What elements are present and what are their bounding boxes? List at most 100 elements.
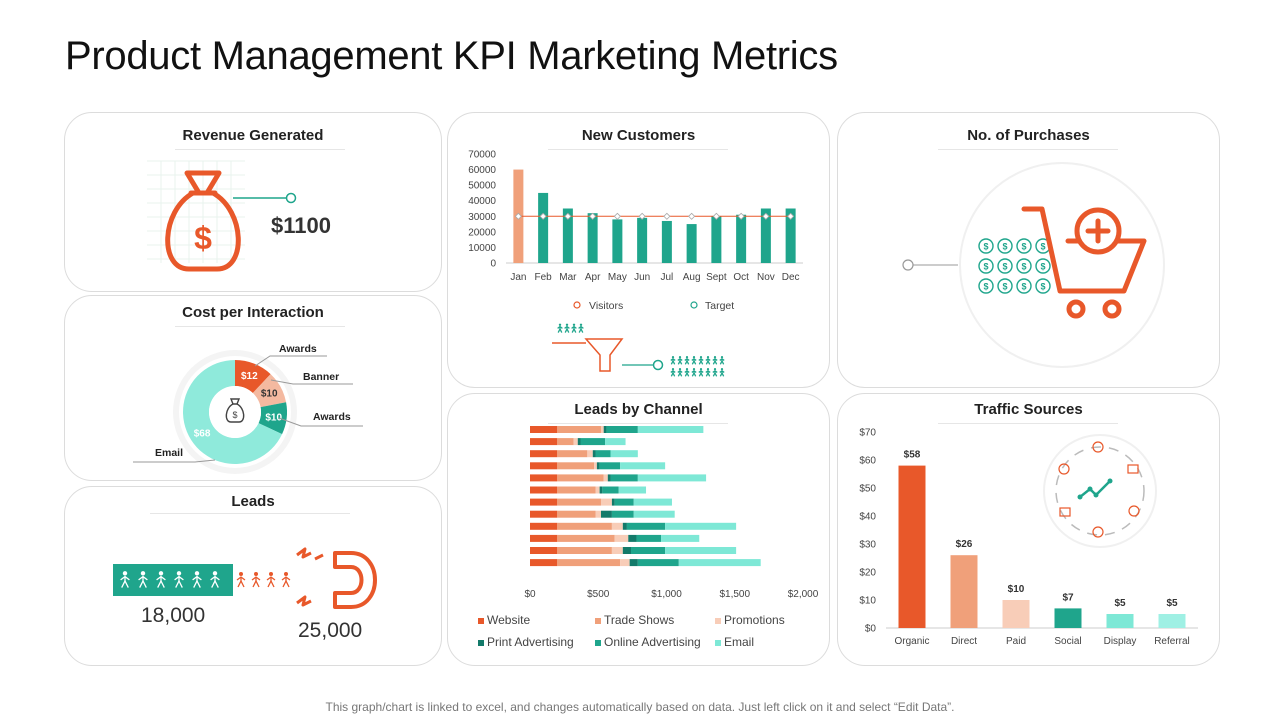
slice-value-label: $10 [265,412,282,423]
person-icon [120,571,130,588]
donut-slice [235,360,271,394]
channel-bar-segment [557,438,574,446]
channel-bar-segment [602,486,619,494]
x-tick-label: Jun [634,272,650,283]
traffic-bar [1054,608,1082,628]
y-tick-label: 0 [490,259,496,270]
channel-bar-segment [530,438,558,446]
new-customers-chart: 0 10000 20000 30000 40000 50000 60000 70000 Jan… [468,150,803,377]
person-icon [156,571,166,588]
person-icon [557,323,563,333]
channel-bar-segment [631,547,666,554]
channel-bar-segment [557,522,612,530]
dollar-coin-icon: $ [978,278,994,294]
y-tick-label: $10 [859,596,876,607]
person-icon [281,572,291,588]
x-tick-label: May [608,272,627,283]
channel-bar-segment [678,559,761,567]
dollar-coin-icon: $ [978,238,994,254]
target-marker [737,212,745,220]
dollar-coin-icon: $ [1035,258,1051,274]
channel-bar-segment [633,498,672,506]
channel-bar-segment [600,426,604,433]
channel-bar-segment [530,462,558,470]
channel-bar-segment [530,474,558,482]
legend-swatch [595,618,601,624]
person-icon [174,571,184,588]
person-icon [677,356,683,365]
x-tick-label: Mar [559,272,577,283]
cost-title: Cost per Interaction [182,304,324,321]
y-tick-label: 20000 [468,227,496,238]
channel-bar-segment [620,462,666,470]
visitors-bar [612,219,623,263]
donut-slice [252,374,287,408]
leads-by-channel-chart: $0 $500 $1,000 $1,500 $2,000 Website Trade Sho… [478,426,819,649]
x-tick-label: Referral [1154,636,1190,647]
x-tick-label: Sept [706,272,727,283]
y-tick-label: 50000 [468,181,496,192]
slice-name-label: Awards [313,411,351,423]
svg-text:$: $ [1021,262,1026,272]
visitors-bar [760,208,771,263]
channel-bar-segment [611,510,634,518]
channel-bar-segment [622,547,632,554]
traffic-card: Traffic Sources $0 $10 $20 $30 $40 $50 $60 $70 … [837,393,1220,666]
channel-bar-segment [606,426,638,433]
slice-value-label: $10 [261,389,278,400]
y-tick-label: 70000 [468,150,496,161]
x-tick-label: Dec [782,272,800,283]
x-tick-label: Jul [660,272,673,283]
revenue-card: Revenue Generated $ $1100 [64,112,442,292]
y-tick-label: 40000 [468,196,496,207]
visitors-bar [686,224,697,263]
customers-card: New Customers 0 10000 20000 30000 40000 50000… [447,112,830,388]
y-tick-label: $30 [859,540,876,551]
person-icon [210,571,220,588]
channel-bar-segment [603,474,608,482]
channel-bar-segment [595,450,611,458]
slice-value-label: $68 [194,428,211,439]
channel-bar-segment [637,474,707,482]
dollar-coin-icon: $ [1016,238,1032,254]
page-title: Product Management KPI Marketing Metrics [65,34,838,78]
y-tick-label: 60000 [468,165,496,176]
channel-bar-segment [557,510,596,518]
leads-title: Leads [231,493,275,510]
channel-bar-segment [637,426,704,433]
dollar-coin-icon: $ [1016,258,1032,274]
legend-swatch [595,640,601,646]
revenue-value: $1100 [271,213,331,238]
target-marker [589,212,597,220]
person-icon [684,368,690,377]
customers-title: New Customers [581,127,696,144]
person-icon [236,572,246,588]
legend-swatch [715,640,721,646]
channel-bar-segment [577,438,581,446]
channel-bar-segment [573,438,578,446]
visitors-bar [711,216,722,263]
slice-name-label: Email [155,447,183,459]
svg-text:$: $ [983,242,988,252]
channel-bar-segment [557,534,615,542]
footer-note: This graph/chart is linked to excel, and… [325,700,955,714]
visitors-bar [637,217,648,263]
bar-value-label: $58 [904,450,921,461]
svg-text:$: $ [194,220,212,256]
cost-card: Cost per Interaction $12 $10 $10 $68 $ Awar… [64,295,442,481]
dollar-coin-icon: $ [997,238,1013,254]
channel-bar-segment [557,559,621,567]
y-tick-label: 10000 [468,243,496,254]
channel-bar-segment [557,547,612,554]
channel-bar-segment [596,462,600,470]
channel-bar-segment [629,559,638,567]
person-icon [266,572,276,588]
x-tick-label: $500 [587,589,610,600]
visitors-bar [736,214,747,263]
channel-bar-segment [661,534,700,542]
channel-bar-segment [530,498,558,506]
legend-label: Promotions [724,613,785,627]
y-tick-label: $70 [859,428,876,439]
person-icon [698,356,704,365]
